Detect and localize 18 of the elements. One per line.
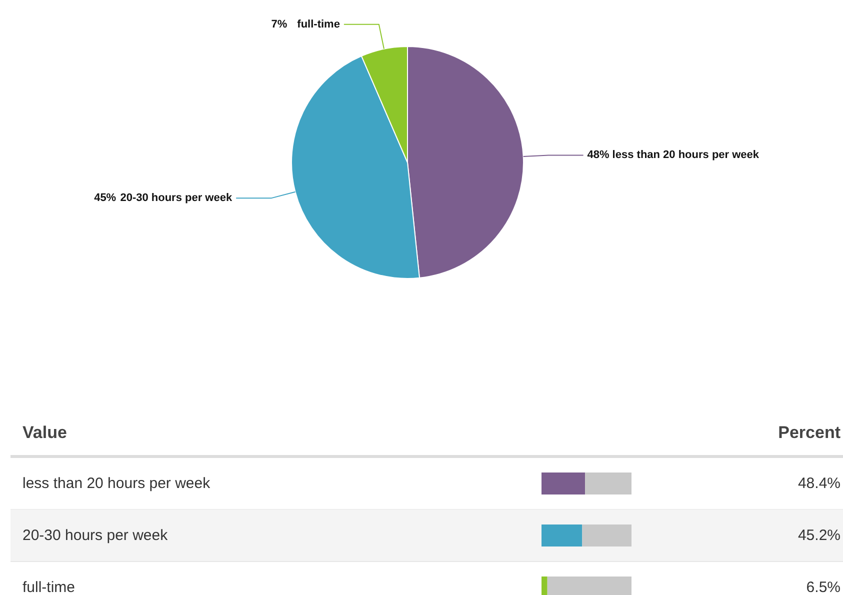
text: Value bbox=[22, 423, 67, 442]
category-label: full-time bbox=[22, 579, 76, 595]
category-label: less than 20 hours per week bbox=[22, 475, 210, 492]
slice-label: 20-30 hours per week bbox=[120, 192, 233, 204]
category-label: 20-30 hours per week bbox=[22, 527, 168, 544]
bar bbox=[542, 472, 586, 494]
data-label: 45.2% bbox=[798, 527, 841, 544]
bar bbox=[585, 472, 632, 494]
data-label: 48.4% bbox=[798, 475, 841, 492]
text: Percent bbox=[778, 423, 841, 442]
bar bbox=[582, 524, 632, 546]
bar bbox=[542, 524, 582, 546]
slice-label: less than 20 hours per week bbox=[612, 149, 760, 162]
slice-label: full-time bbox=[297, 18, 340, 30]
data-label: 48% bbox=[587, 149, 610, 162]
data-label: 45% bbox=[94, 192, 116, 204]
data-label: 7% bbox=[271, 18, 288, 30]
data-label: 6.5% bbox=[806, 579, 841, 595]
